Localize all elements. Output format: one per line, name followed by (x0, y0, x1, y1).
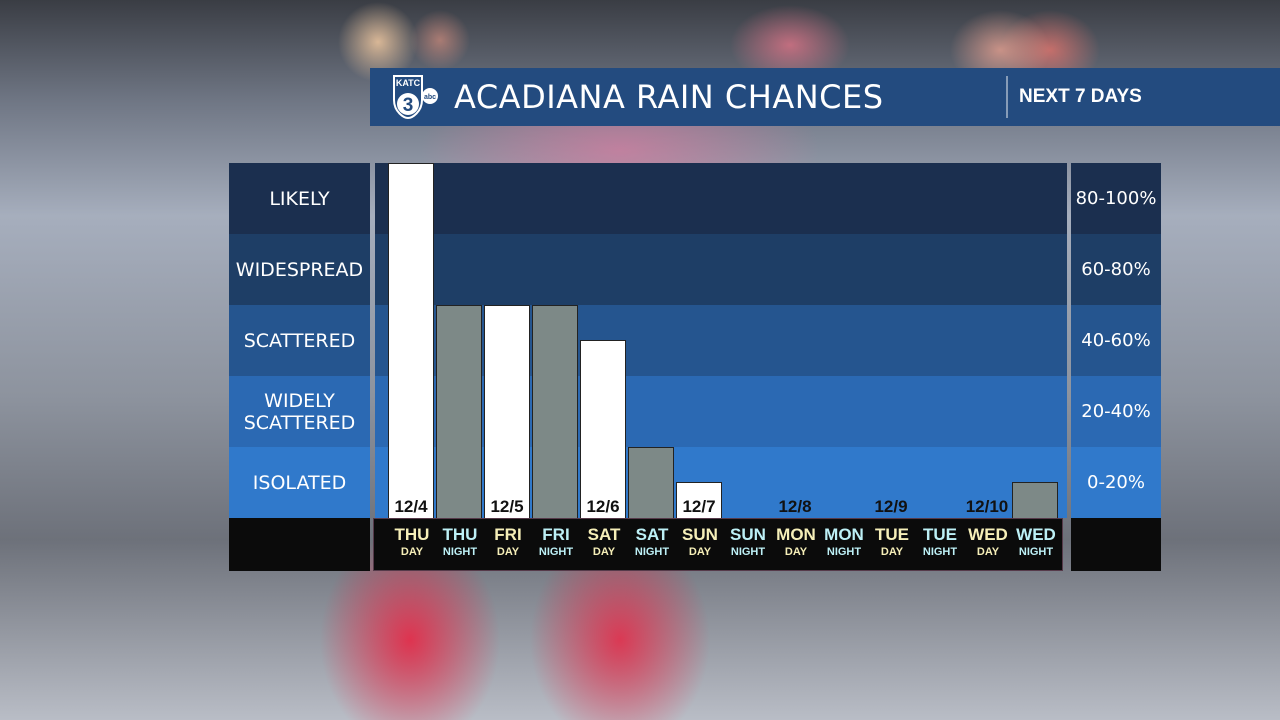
tick-period: NIGHT (442, 546, 478, 558)
tick-period: NIGHT (1018, 546, 1054, 558)
svg-text:abc: abc (424, 94, 436, 101)
x-axis-tick: SUN NIGHT (720, 525, 776, 560)
tick-day-name: SAT (635, 525, 669, 544)
date-label: 12/6 (586, 497, 620, 516)
chart-band (375, 163, 1067, 234)
x-axis-labels: THU DAY THU NIGHT FRI DAY FRI NIGHT SAT DAY SAT NIG… (373, 518, 1063, 571)
x-axis-tick: FRI NIGHT (528, 525, 584, 560)
x-axis-tick: MON NIGHT (816, 525, 872, 560)
page-title: ACADIANA RAIN CHANCES (454, 78, 884, 116)
x-axis-tick: SAT NIGHT (624, 525, 680, 560)
tick-period: DAY (496, 546, 520, 558)
date-label: 12/7 (682, 497, 716, 516)
x-axis-tick: TUE DAY (864, 525, 920, 560)
panel-footer (1071, 518, 1161, 571)
tick-day-name: SAT (587, 525, 621, 544)
tick-day-name: WED (968, 525, 1008, 544)
tick-period: DAY (784, 546, 808, 558)
band-label: WIDELY SCATTERED (229, 376, 370, 447)
page-subtitle: NEXT 7 DAYS (1019, 86, 1142, 107)
date-label: 12/8 (778, 497, 812, 516)
x-axis-tick: WED DAY (960, 525, 1016, 560)
rain-chance-bar (436, 305, 482, 518)
rain-chance-bar (388, 163, 434, 518)
tick-period: DAY (976, 546, 1000, 558)
band-label: ISOLATED (229, 447, 370, 518)
tick-day-name: SUN (730, 525, 766, 544)
svg-text:3: 3 (403, 95, 414, 116)
x-axis-tick: SUN DAY (672, 525, 728, 560)
rain-chance-bar (628, 447, 674, 518)
tick-day-name: TUE (923, 525, 957, 544)
tick-day-name: MON (824, 525, 864, 544)
date-label: 12/9 (874, 497, 908, 516)
band-labels-panel: LIKELY WIDESPREAD SCATTERED WIDELY SCATT… (229, 163, 370, 571)
katc-abc-logo-icon: KATC 3 abc (393, 75, 438, 120)
tick-period: NIGHT (922, 546, 958, 558)
x-axis-tick: SAT DAY (576, 525, 632, 560)
tick-day-name: THU (442, 525, 478, 544)
band-range: 60-80% (1071, 234, 1161, 305)
tick-period: NIGHT (634, 546, 670, 558)
tick-day-name: MON (776, 525, 816, 544)
panel-footer (229, 518, 370, 571)
chart-band (375, 234, 1067, 305)
title-divider (1006, 76, 1008, 118)
band-range: 40-60% (1071, 305, 1161, 376)
tick-period: NIGHT (826, 546, 862, 558)
tick-period: NIGHT (538, 546, 574, 558)
rain-chance-bar (1012, 482, 1058, 518)
band-label: WIDESPREAD (229, 234, 370, 305)
rain-chance-bar (676, 482, 722, 518)
tick-day-name: THU (394, 525, 430, 544)
x-axis-tick: TUE NIGHT (912, 525, 968, 560)
band-ranges-panel: 80-100% 60-80% 40-60% 20-40% 0-20% (1071, 163, 1161, 571)
tick-period: DAY (688, 546, 712, 558)
rain-chance-bar (532, 305, 578, 518)
chart-plot-area: 12/4 12/5 12/6 12/7 12/8 12/9 12/10 (375, 163, 1067, 518)
tick-day-name: WED (1016, 525, 1056, 544)
x-axis-tick: THU NIGHT (432, 525, 488, 560)
x-axis-tick: MON DAY (768, 525, 824, 560)
title-bar: KATC 3 abc ACADIANA RAIN CHANCES NEXT 7 … (370, 68, 1280, 126)
rain-chance-bar (580, 340, 626, 518)
tick-day-name: TUE (875, 525, 909, 544)
tick-period: DAY (592, 546, 616, 558)
band-range: 0-20% (1071, 447, 1161, 518)
band-label: SCATTERED (229, 305, 370, 376)
band-range: 20-40% (1071, 376, 1161, 447)
tick-day-name: SUN (682, 525, 718, 544)
x-axis-tick: THU DAY (384, 525, 440, 560)
tick-period: DAY (880, 546, 904, 558)
svg-text:KATC: KATC (396, 78, 421, 88)
x-axis-tick: WED NIGHT (1008, 525, 1064, 560)
rain-chance-bar (484, 305, 530, 518)
date-label: 12/4 (394, 497, 428, 516)
tick-day-name: FRI (542, 525, 570, 544)
x-axis-tick: FRI DAY (480, 525, 536, 560)
tick-period: NIGHT (730, 546, 766, 558)
band-range: 80-100% (1071, 163, 1161, 234)
date-label: 12/10 (965, 497, 1009, 516)
tick-day-name: FRI (494, 525, 522, 544)
date-label: 12/5 (490, 497, 524, 516)
tick-period: DAY (400, 546, 424, 558)
band-label: LIKELY (229, 163, 370, 234)
